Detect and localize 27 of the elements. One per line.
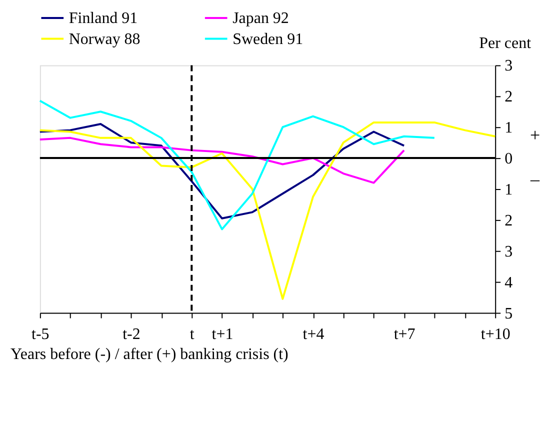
x-tick-label: t (190, 326, 195, 344)
y-tick-label: 2 (504, 88, 513, 106)
x-tick-label: t+7 (394, 326, 416, 344)
legend-label: Sweden 91 (232, 30, 304, 48)
y-tick-label: 1 (504, 120, 513, 137)
y-tick-label: 4 (504, 274, 513, 292)
x-tick-label: t-5 (32, 326, 50, 344)
legend-label: Finland 91 (68, 10, 138, 28)
x-tick-label: t+10 (480, 326, 510, 344)
y-tick-label: 0 (504, 150, 513, 168)
y-tick-label: 2 (504, 212, 513, 230)
text: + (530, 125, 540, 146)
x-tick-label: t+4 (302, 326, 324, 344)
y-tick-label: 3 (504, 243, 513, 260)
x-tick-label: t+1 (212, 326, 234, 344)
y-tick-label: 5 (504, 305, 513, 322)
x-axis-title: Years before (-) / after (+) banking crisis (t) (10, 346, 288, 364)
legend-label: Norway 88 (68, 30, 140, 48)
y-tick-label: 1 (504, 181, 513, 198)
y-axis-title: Per cent (479, 35, 532, 52)
line-series (38, 123, 406, 220)
legend-label: Japan 92 (232, 10, 289, 28)
x-tick-label: t-2 (122, 326, 140, 344)
y-tick-label: 3 (504, 58, 513, 75)
line-series (38, 136, 406, 184)
text: – (530, 168, 541, 189)
line-series (38, 100, 436, 230)
